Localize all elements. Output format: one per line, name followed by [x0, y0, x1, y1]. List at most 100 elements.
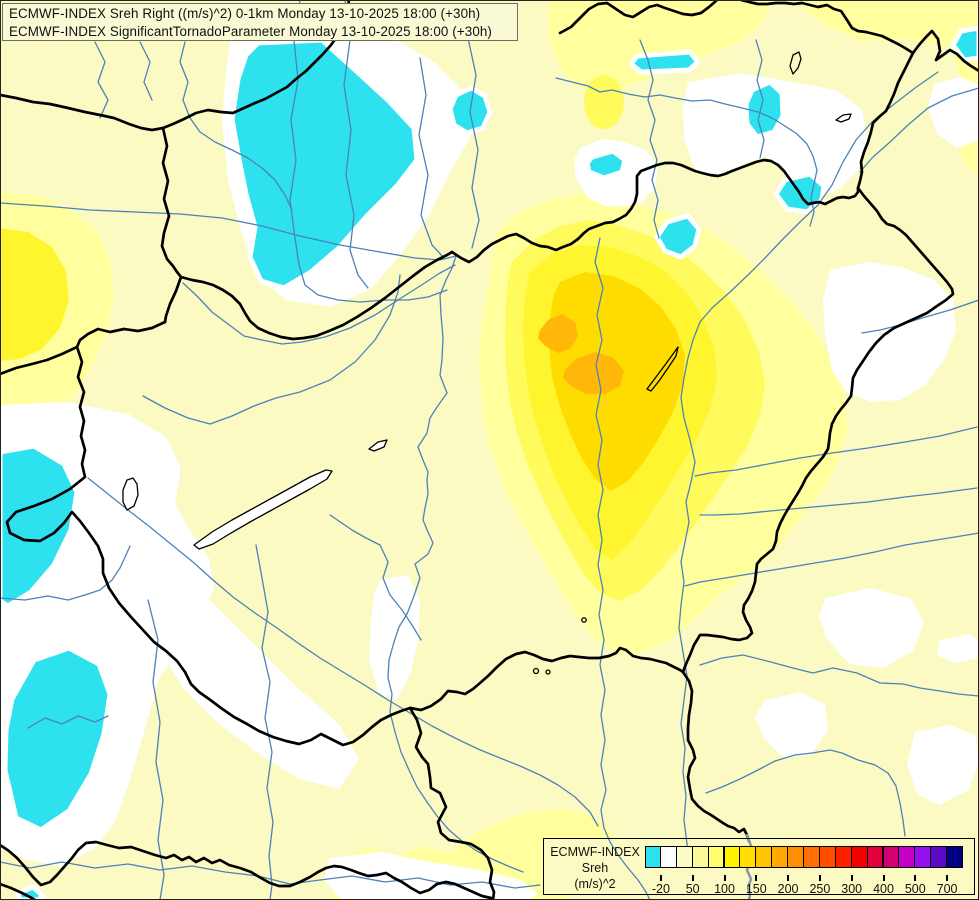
legend-tick-mark	[914, 875, 917, 881]
legend-color-cell	[803, 846, 820, 868]
legend-tick-label: 400	[873, 882, 894, 896]
river-path	[94, 41, 109, 119]
river-path	[859, 87, 979, 173]
lake-dot	[581, 617, 587, 623]
border-path	[681, 670, 751, 843]
legend-color-cell	[739, 846, 757, 868]
legend-parameter: Sreh	[581, 861, 609, 875]
white-region	[144, 570, 359, 789]
legend-color-cell	[818, 846, 836, 868]
cyan-region	[0, 443, 80, 609]
contour-cyan-bands	[0, 25, 979, 900]
legend-tick-label: 200	[777, 882, 799, 896]
lakes	[122, 51, 852, 675]
contour-central-orange-1	[538, 314, 578, 353]
legend-color-cell	[914, 846, 932, 868]
title-box: ECMWF-INDEX Sreh Right ((m/s)^2) 0-1km M…	[2, 3, 518, 41]
river-path	[467, 37, 480, 249]
lake-small	[835, 113, 852, 123]
contour-soft-top-band	[548, 0, 772, 92]
legend-title: ECMWF-INDEX	[550, 845, 640, 859]
cyan-region	[743, 79, 786, 140]
title-line-2: ECMWF-INDEX SignificantTornadoParameter …	[9, 24, 492, 39]
legend-tick-mark	[659, 875, 662, 881]
legend-color-cell	[707, 846, 725, 868]
border-path	[160, 126, 183, 324]
legend-color-cell	[723, 846, 741, 868]
cyan-region	[654, 213, 702, 260]
lake-dot	[545, 669, 551, 675]
border-path	[681, 0, 955, 674]
white-region	[819, 588, 924, 668]
river-path	[684, 532, 979, 587]
river-path	[678, 71, 939, 861]
contour-west-core	[0, 228, 69, 361]
river-path	[329, 514, 422, 641]
river-path	[387, 255, 524, 873]
legend-color-cell	[659, 846, 677, 868]
legend-color-cell	[834, 846, 852, 868]
lake-dot	[532, 667, 540, 675]
border-path	[179, 250, 454, 341]
border-path	[408, 706, 496, 900]
border-path	[0, 882, 37, 900]
white-region	[324, 852, 538, 900]
legend-tick-label: 100	[714, 882, 735, 896]
legend-tick-label: 50	[685, 882, 700, 896]
legend-tick-label: 500	[904, 882, 926, 896]
legend-tick-label: 300	[841, 882, 863, 896]
cyan-region	[950, 25, 979, 63]
river-path	[699, 487, 978, 516]
cyan-region	[15, 884, 46, 900]
legend-box: ECMWF-INDEX Sreh (m/s)^2 -20 50 100 150 200 2…	[543, 838, 975, 896]
river-path	[418, 57, 445, 259]
border-path	[0, 320, 167, 376]
legend-tick-label: 700	[936, 882, 958, 896]
river-path	[182, 264, 456, 345]
border-path	[5, 345, 412, 747]
legend-color-cell	[645, 846, 661, 868]
river-path	[594, 237, 651, 900]
river-path	[87, 477, 599, 827]
lake-ferto	[122, 477, 139, 511]
border-path	[450, 158, 860, 264]
title-line-1: ECMWF-INDEX Sreh Right ((m/s)^2) 0-1km M…	[9, 6, 481, 21]
legend-color-cell	[755, 846, 773, 868]
legend-tick-mark	[946, 875, 949, 881]
legend-tick-label: 150	[745, 882, 767, 896]
cyan-region	[584, 148, 628, 181]
legend-tick-mark	[818, 875, 821, 881]
lake-tisza	[646, 346, 679, 392]
river-path	[639, 39, 660, 239]
contour-mid-ne-spot	[584, 75, 624, 129]
legend-color-cell	[691, 846, 709, 868]
legend-color-cell	[946, 846, 963, 868]
legend-color-cell	[787, 846, 804, 868]
river-path	[139, 41, 153, 101]
legend-tick-mark	[723, 875, 726, 881]
river-path	[755, 39, 765, 159]
river-path	[0, 545, 131, 601]
white-region	[937, 634, 979, 663]
legend-tick-label: 250	[809, 882, 831, 896]
lake-balaton	[193, 469, 333, 550]
river-path	[0, 202, 457, 261]
legend-color-cell	[930, 846, 948, 868]
river-path	[142, 274, 401, 425]
river-path	[27, 715, 109, 729]
legend-units: (m/s)^2	[574, 877, 616, 891]
legend-tick-mark	[755, 875, 758, 881]
white-region	[683, 73, 868, 198]
legend-color-cell	[866, 846, 884, 868]
lake-small	[789, 51, 802, 75]
legend-color-cell	[675, 846, 693, 868]
border-path	[0, 840, 493, 900]
river-path	[694, 426, 978, 477]
cyan-region	[628, 49, 701, 75]
legend-tick-mark	[691, 875, 694, 881]
